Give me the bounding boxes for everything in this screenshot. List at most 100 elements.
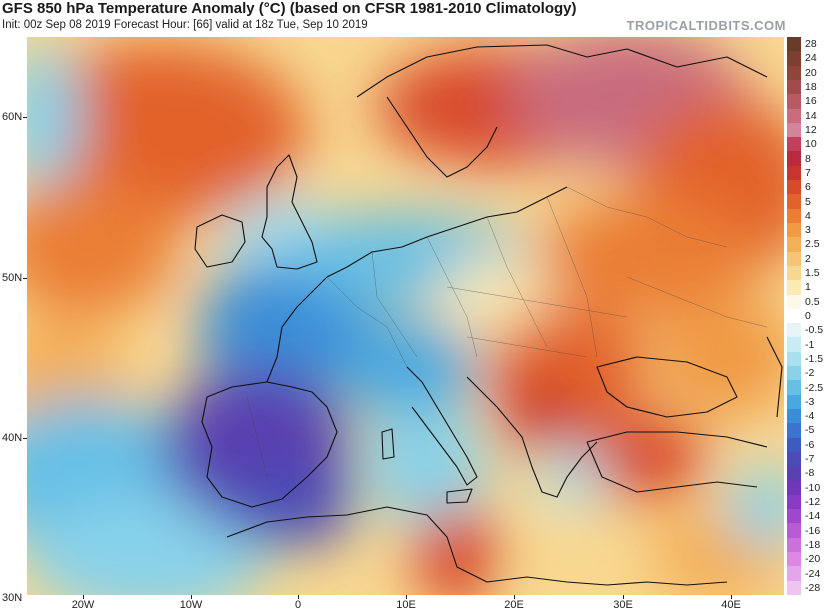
- lat-tick: [23, 117, 27, 118]
- lon-tick: [514, 595, 515, 599]
- colorbar-segment: [787, 537, 801, 553]
- colorbar-segment: [787, 394, 801, 410]
- lon-label-40e: 40E: [721, 599, 741, 611]
- colorbar-label: -14: [805, 510, 821, 523]
- colorbar-label: -12: [805, 496, 821, 508]
- colorbar-segment: [787, 223, 801, 238]
- colorbar-segment: [787, 37, 801, 52]
- colorbar-segment: [787, 380, 801, 396]
- colorbar-label: 0: [805, 310, 811, 322]
- coastlines: [194, 44, 783, 586]
- colorbar-label: 1: [805, 281, 811, 294]
- colorbar-segment: [787, 165, 801, 181]
- lon-label-10w: 10W: [179, 599, 203, 611]
- lon-label-0: 0: [294, 599, 302, 611]
- lon-label-10e: 10E: [396, 599, 416, 611]
- lon-label-30e: 30E: [613, 599, 633, 611]
- colorbar-label: 8: [805, 152, 811, 165]
- colorbar-label: 20: [805, 66, 817, 79]
- lon-label-20w: 20W: [71, 599, 95, 611]
- colorbar-segment: [787, 580, 801, 596]
- chart-subtitle: Init: 00z Sep 08 2019 Forecast Hour: [66…: [2, 19, 368, 31]
- colorbar-label: -1: [805, 338, 815, 351]
- colorbar-label: 12: [805, 124, 817, 136]
- lon-tick: [191, 595, 192, 599]
- lon-tick: [406, 595, 407, 599]
- colorbar-segment: [787, 423, 801, 439]
- colorbar-label: 0.5: [805, 295, 820, 308]
- colorbar-segment: [787, 366, 801, 381]
- colorbar-label: 1.5: [805, 267, 820, 280]
- colorbar-segment: [787, 280, 801, 296]
- colorbar-label: 18: [805, 81, 817, 94]
- colorbar-label: -0.5: [805, 324, 824, 337]
- anomaly-map: [27, 37, 784, 595]
- colorbar-label: -1.5: [805, 352, 824, 365]
- colorbar-segment: [787, 409, 801, 424]
- colorbar-label: -24: [805, 567, 821, 580]
- colorbar-label: 3: [805, 224, 811, 237]
- colorbar-label: -2: [805, 367, 815, 380]
- colorbar-label: -4: [805, 410, 815, 423]
- anomaly-field: [27, 37, 784, 595]
- lat-label-50n: 50N: [2, 272, 23, 284]
- colorbar-label: -28: [805, 581, 821, 594]
- colorbar-label: 14: [805, 109, 817, 122]
- colorbar-segment: [787, 137, 801, 152]
- lat-label-40n: 40N: [2, 432, 23, 444]
- lat-tick: [23, 438, 27, 439]
- colorbar-label: -5: [805, 424, 815, 437]
- colorbar-label: 28: [805, 38, 817, 51]
- lon-tick: [83, 595, 84, 599]
- colorbar-label: -18: [805, 538, 821, 551]
- colorbar-label: -10: [805, 481, 821, 494]
- colorbar-segment: [787, 122, 801, 138]
- colorbar-label: -3: [805, 395, 815, 408]
- lat-label-60n: 60N: [2, 111, 23, 123]
- lon-label-20e: 20E: [504, 599, 524, 611]
- colorbar-segment: [787, 351, 801, 367]
- colorbar-label: 2: [805, 252, 811, 265]
- colorbar-segment: [787, 208, 801, 224]
- colorbar-label: 16: [805, 95, 817, 108]
- colorbar-label: -16: [805, 524, 821, 537]
- colorbar-segment: [787, 94, 801, 110]
- colorbar-label: 4: [805, 209, 811, 222]
- lon-tick: [298, 595, 299, 599]
- colorbar-label: 2.5: [805, 238, 820, 251]
- lon-tick: [623, 595, 624, 599]
- colorbar-segment: [787, 523, 801, 539]
- colorbar-segment: [787, 480, 801, 496]
- colorbar-segment: [787, 337, 801, 353]
- colorbar-segment: [787, 151, 801, 167]
- colorbar-label: 5: [805, 195, 811, 208]
- colorbar-segment: [787, 294, 801, 310]
- colorbar-label: 10: [805, 138, 817, 151]
- colorbar-segment: [787, 437, 801, 453]
- colorbar-segment: [787, 552, 801, 567]
- colorbar-label: 24: [805, 52, 817, 65]
- colorbar-segment: [787, 323, 801, 338]
- colorbar: [787, 37, 801, 596]
- colorbar-label: 7: [805, 166, 811, 179]
- colorbar-segment: [787, 466, 801, 482]
- colorbar-segment: [787, 65, 801, 81]
- chart-title: GFS 850 hPa Temperature Anomaly (°C) (ba…: [2, 0, 577, 17]
- lat-label-30n: 30N: [2, 592, 23, 604]
- colorbar-segment: [787, 79, 801, 95]
- colorbar-segment: [787, 451, 801, 467]
- colorbar-segment: [787, 494, 801, 510]
- colorbar-segment: [787, 108, 801, 124]
- colorbar-segment: [787, 180, 801, 195]
- colorbar-label: -2.5: [805, 381, 824, 394]
- colorbar-label: -8: [805, 467, 815, 480]
- colorbar-label: -7: [805, 453, 815, 466]
- lat-tick: [23, 278, 27, 279]
- colorbar-segment: [787, 265, 801, 281]
- colorbar-segment: [787, 251, 801, 267]
- colorbar-label: 6: [805, 181, 811, 194]
- colorbar-segment: [787, 194, 801, 210]
- colorbar-segment: [787, 51, 801, 67]
- watermark: TROPICALTIDBITS.COM: [626, 18, 786, 33]
- colorbar-segment: [787, 308, 801, 324]
